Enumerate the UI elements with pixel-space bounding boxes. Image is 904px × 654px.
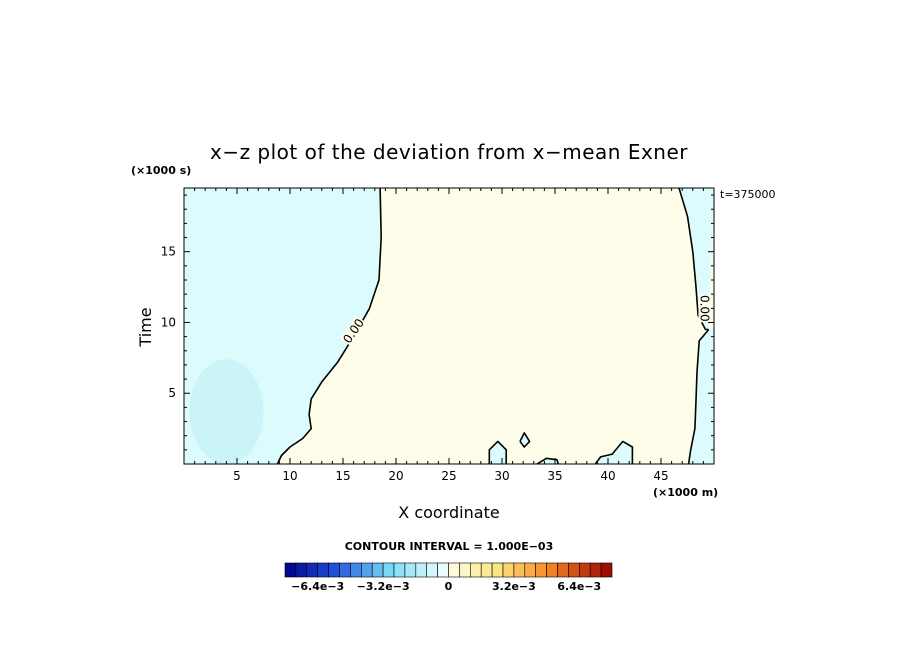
- colorbar-cell-16: [448, 562, 460, 578]
- y-ticks: 5 10 15: [161, 194, 714, 451]
- closed-contour-2: [519, 432, 531, 448]
- negative-region-right-top: [679, 188, 714, 330]
- colorbar-cell-7: [350, 562, 362, 578]
- contour-label-2: 0.00: [697, 295, 711, 322]
- x-tick-label-10: 10: [282, 469, 297, 483]
- x-tick-label-25: 25: [441, 469, 456, 483]
- colorbar-cell-10: [382, 562, 395, 578]
- time-stamp-label: t=375000: [720, 188, 776, 201]
- x-tick-label-20: 20: [388, 469, 403, 483]
- colorbar-cell-5: [328, 562, 340, 578]
- colorbar-cell-29: [589, 562, 602, 578]
- colorbar-cell-9: [371, 562, 384, 578]
- colorbar-label-4: 3.2e−3: [492, 580, 536, 593]
- colorbar-cell-22: [513, 562, 526, 578]
- colorbar-cell-27: [568, 562, 580, 578]
- x-tick-label-35: 35: [547, 469, 562, 483]
- colorbar-cell-8: [360, 562, 373, 578]
- colorbar-cell-18: [469, 562, 482, 578]
- y-tick-label-10: 10: [161, 315, 176, 329]
- closed-contour-1: [488, 440, 508, 464]
- x-ticks: 5 10 15 20 25 30 35 40 45: [194, 188, 704, 483]
- x-tick-label-30: 30: [494, 469, 509, 483]
- colorbar-cell-11: [393, 562, 406, 578]
- x-tick-label-15: 15: [335, 469, 350, 483]
- colorbar-cell-1: [284, 562, 297, 578]
- x-axis-label: X coordinate: [398, 503, 499, 522]
- colorbar-label-5: 6.4e−3: [557, 580, 601, 593]
- chart-title: x−z plot of the deviation from x−mean Ex…: [210, 140, 688, 164]
- colorbar-cell-13: [415, 562, 427, 578]
- colorbar-cell-24: [535, 562, 547, 578]
- x-tick-label-5: 5: [233, 469, 241, 483]
- closed-contour-3: [536, 457, 559, 465]
- x-tick-label-40: 40: [600, 469, 615, 483]
- colorbar-cell-26: [557, 562, 569, 578]
- zero-contour-2: [678, 187, 709, 331]
- y-tick-label-15: 15: [161, 245, 176, 259]
- y-axis-label: Time: [136, 307, 155, 347]
- colorbar-cell-21: [502, 562, 515, 578]
- colorbar-cell-25: [546, 562, 558, 578]
- colorbar-cell-12: [404, 562, 417, 578]
- zero-contour-3: [687, 328, 710, 465]
- filled-regions: [184, 188, 714, 464]
- colorbar-cell-19: [480, 562, 493, 578]
- colorbar-label-3: 0: [445, 580, 453, 593]
- y-tick-label-5: 5: [168, 386, 176, 400]
- colorbar: −6.4e−3 −3.2e−3 0 3.2e−3 6.4e−3: [284, 562, 613, 593]
- x-unit-label: (×1000 m): [653, 486, 718, 499]
- contour-lines: [276, 187, 710, 465]
- colorbar-cell-15: [437, 562, 449, 578]
- contour-interval-label: CONTOUR INTERVAL = 1.000E−03: [345, 540, 554, 553]
- zero-contour-1: [276, 187, 383, 465]
- colorbar-label-1: −6.4e−3: [291, 580, 344, 593]
- colorbar-cell-28: [578, 562, 591, 578]
- negative-blob: [189, 359, 264, 464]
- colorbar-cell-30: [600, 562, 613, 578]
- contour-label-bg-2: [698, 294, 712, 323]
- colorbar-cell-2: [295, 562, 308, 578]
- closed-contour-4: [594, 440, 634, 465]
- y-unit-label: (×1000 s): [131, 164, 191, 177]
- colorbar-cell-3: [306, 562, 318, 578]
- x-tick-label-45: 45: [653, 469, 668, 483]
- colorbar-cell-20: [491, 562, 504, 578]
- colorbar-cell-14: [426, 562, 438, 578]
- colorbar-cell-23: [524, 562, 536, 578]
- colorbar-cell-6: [339, 562, 351, 578]
- colorbar-label-2: −3.2e−3: [357, 580, 410, 593]
- contour-label-bg-1: [339, 315, 367, 346]
- colorbar-cell-4: [317, 562, 329, 578]
- colorbar-cell-17: [459, 562, 471, 578]
